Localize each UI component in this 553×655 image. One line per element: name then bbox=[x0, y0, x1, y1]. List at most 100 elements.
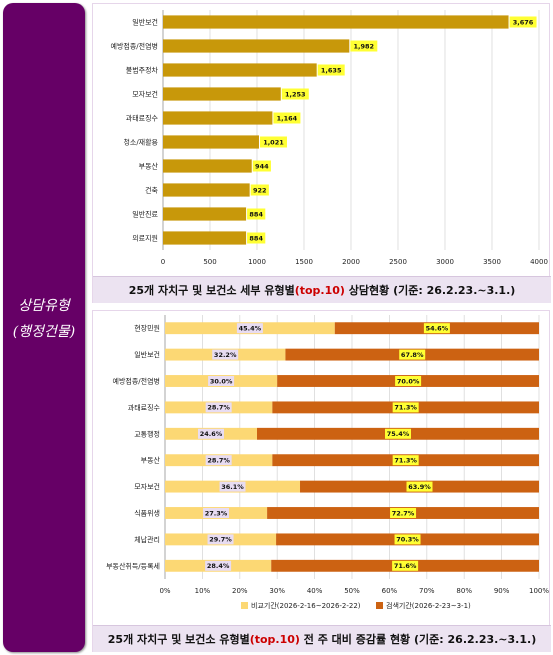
x-tick-label: 1000 bbox=[248, 258, 266, 266]
legend-swatch-search bbox=[376, 602, 383, 609]
value-label-box bbox=[236, 323, 263, 334]
value-label-compare: 36.1% bbox=[221, 483, 244, 491]
value-label-compare: 24.6% bbox=[200, 430, 223, 438]
category-label: 건축 bbox=[145, 186, 158, 195]
value-label-box bbox=[399, 349, 426, 360]
bar bbox=[163, 207, 247, 221]
bar bbox=[163, 15, 509, 29]
chart2-caption-top10: (top.10) bbox=[249, 633, 300, 646]
category-label: 부동산취득/등록세 bbox=[106, 561, 160, 570]
bar bbox=[163, 135, 259, 149]
x-tick-label: 30% bbox=[269, 587, 285, 595]
category-label: 예방접종/전염병 bbox=[113, 377, 160, 386]
value-label: 1,253 bbox=[285, 90, 306, 98]
value-label-search: 75.4% bbox=[387, 430, 410, 438]
value-label-box bbox=[207, 534, 234, 545]
x-tick-label: 20% bbox=[232, 587, 248, 595]
value-label-box bbox=[281, 88, 309, 100]
value-label-box bbox=[203, 508, 230, 518]
sidebar-title-line1: 상담유형 bbox=[18, 298, 70, 314]
value-label-box bbox=[385, 428, 412, 439]
value-label-search: 71.3% bbox=[394, 457, 417, 465]
sidebar-title-line2: (행정건물) bbox=[12, 324, 76, 340]
value-label-box bbox=[250, 184, 269, 196]
value-label-box bbox=[205, 402, 232, 413]
stacked-bar-chart-change: 0% 10% 20% 30% 40% 50% 60% 70% 80% 90% 100% 현장민원 45.… bbox=[106, 315, 549, 610]
chart1-caption-a: 25개 자치구 및 보건소 세부 유형별 bbox=[128, 284, 295, 297]
x-tick-label: 3500 bbox=[483, 258, 501, 266]
value-label: 944 bbox=[255, 162, 269, 170]
value-label-box bbox=[247, 208, 266, 220]
x-tick-label: 500 bbox=[203, 258, 216, 266]
value-label-box bbox=[247, 232, 266, 244]
value-label-compare: 28.7% bbox=[207, 457, 230, 465]
category-label: 일반보건 bbox=[132, 18, 158, 27]
value-label-box bbox=[392, 560, 419, 571]
value-label-box bbox=[392, 455, 419, 466]
category-label: 청소/재활용 bbox=[123, 138, 158, 147]
legend-swatch-compare bbox=[241, 602, 248, 609]
legend-label-compare: 비교기간(2026-2-16~2026-2-22) bbox=[251, 601, 361, 610]
x-tick-label: 4000 bbox=[530, 258, 548, 266]
value-label-search: 71.3% bbox=[394, 404, 417, 412]
x-tick-label: 40% bbox=[307, 587, 323, 595]
value-label-box bbox=[205, 455, 232, 466]
value-label: 1,982 bbox=[354, 42, 375, 50]
chart2-caption-a: 25개 자치구 및 보건소 유형별 bbox=[107, 633, 250, 646]
x-tick-label: 0% bbox=[159, 587, 170, 595]
x-tick-label: 0 bbox=[161, 258, 165, 266]
x-tick-label: 3000 bbox=[436, 258, 454, 266]
value-label-box bbox=[208, 376, 235, 386]
value-label-compare: 28.7% bbox=[207, 404, 230, 412]
chart1-caption: 25개 자치구 및 보건소 세부 유형별(top.10) 상담현황 (기준: 2… bbox=[93, 276, 551, 303]
value-label-box bbox=[317, 64, 345, 76]
sidebar-title: 상담유형 (행정건물) bbox=[3, 293, 85, 345]
category-label: 모자보건 bbox=[132, 90, 158, 99]
x-tick-label: 1500 bbox=[295, 258, 313, 266]
value-label-search: 54.6% bbox=[426, 325, 449, 333]
legend-label-search: 검색기간(2026-2-23~3-1) bbox=[386, 601, 471, 610]
value-label-box bbox=[273, 112, 301, 124]
x-tick-label: 70% bbox=[419, 587, 435, 595]
value-label-compare: 30.0% bbox=[210, 377, 233, 385]
value-label-box bbox=[395, 376, 422, 386]
value-label-search: 67.8% bbox=[401, 351, 424, 359]
value-label-box bbox=[423, 323, 450, 334]
value-label: 3,676 bbox=[513, 18, 534, 26]
category-label: 부동산 bbox=[139, 162, 159, 171]
value-label-box bbox=[406, 481, 433, 492]
value-label-box bbox=[212, 349, 239, 360]
value-label-box bbox=[219, 481, 246, 492]
value-label-box bbox=[252, 160, 271, 172]
chart2-caption-b: 전 주 대비 증감률 현황 (기준: 26.2.23.~3.1.) bbox=[299, 633, 537, 646]
value-label-box bbox=[390, 508, 417, 518]
x-tick-label: 50% bbox=[344, 587, 360, 595]
x-tick-label: 60% bbox=[382, 587, 398, 595]
value-label-box bbox=[198, 428, 225, 439]
bar bbox=[163, 159, 252, 173]
value-label-search: 71.6% bbox=[394, 562, 417, 570]
category-label: 식품위생 bbox=[134, 509, 160, 518]
bar bbox=[163, 39, 350, 53]
value-label-box bbox=[394, 534, 421, 545]
bar bbox=[163, 87, 281, 101]
value-label-compare: 28.4% bbox=[207, 562, 230, 570]
chart-panel-top10-counts: 0 500 1000 1500 2000 2500 3000 3500 4000 일반보건 3,67… bbox=[92, 3, 551, 303]
x-tick-label: 10% bbox=[195, 587, 211, 595]
value-label-box bbox=[509, 16, 537, 28]
chart2-caption: 25개 자치구 및 보건소 유형별(top.10) 전 주 대비 증감률 현황 … bbox=[93, 625, 551, 652]
value-label: 884 bbox=[249, 234, 263, 242]
value-label-box bbox=[259, 136, 287, 148]
value-label-search: 63.9% bbox=[408, 483, 431, 491]
bar bbox=[163, 183, 250, 197]
category-label: 일반보건 bbox=[134, 350, 160, 359]
value-label-compare: 27.3% bbox=[205, 509, 228, 517]
sidebar-label-panel: 상담유형 (행정건물) bbox=[3, 3, 85, 652]
category-label: 현장민원 bbox=[134, 324, 160, 333]
value-label-search: 70.3% bbox=[396, 536, 419, 544]
value-label: 1,021 bbox=[263, 138, 284, 146]
value-label: 1,164 bbox=[277, 114, 298, 122]
category-label: 과태료징수 bbox=[128, 403, 161, 412]
value-label-compare: 32.2% bbox=[214, 351, 237, 359]
value-label: 884 bbox=[249, 210, 263, 218]
